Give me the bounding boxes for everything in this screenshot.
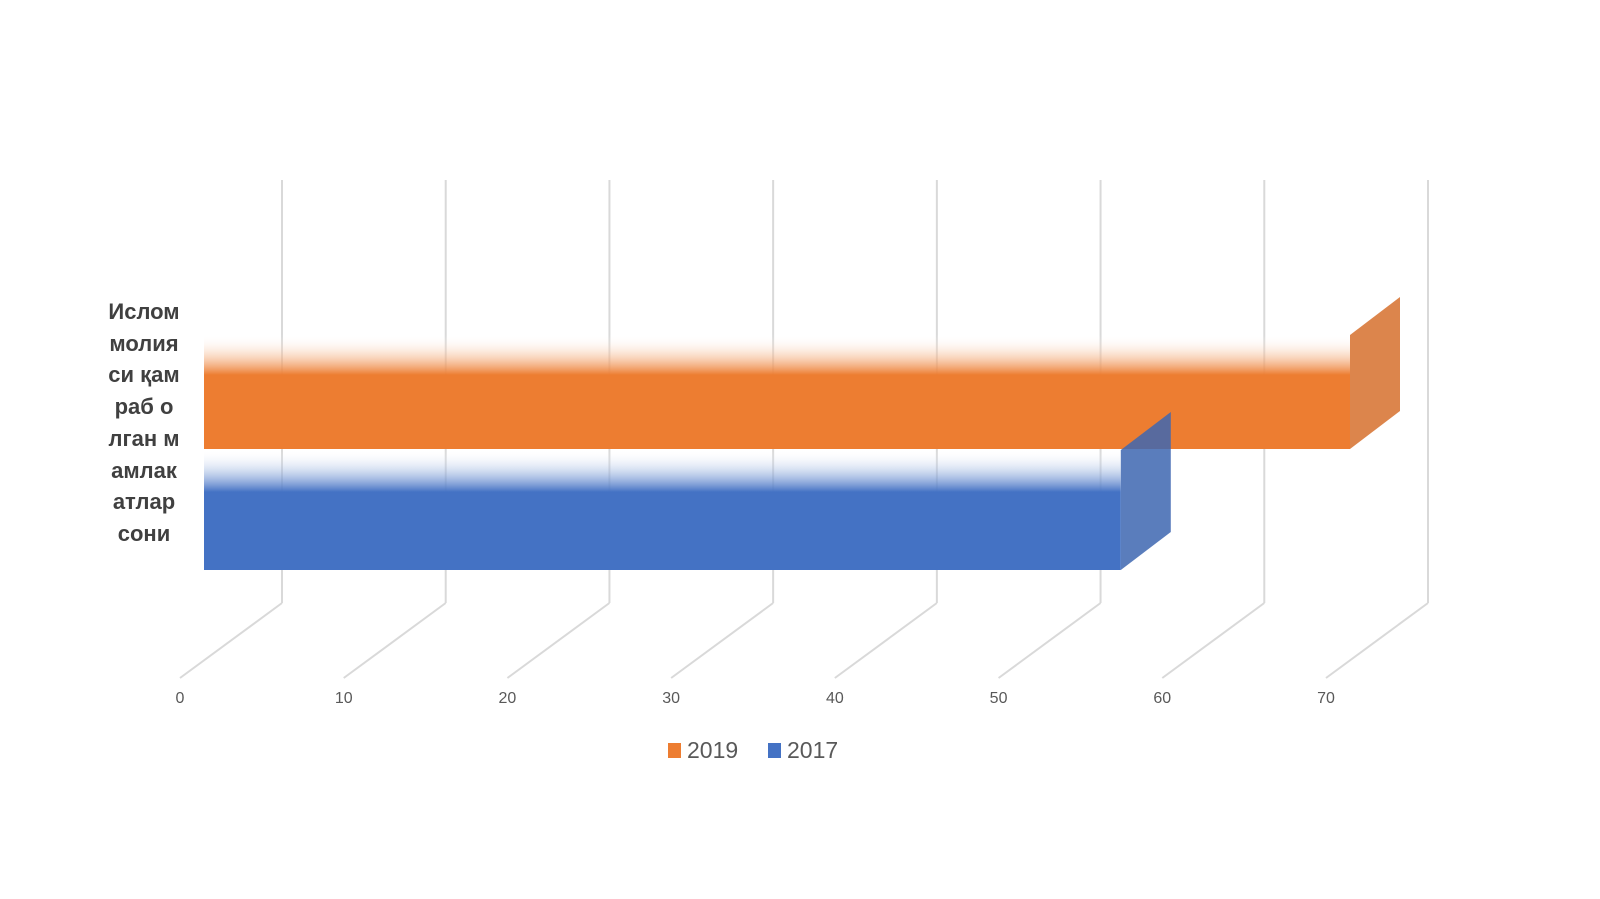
floor-line bbox=[670, 602, 774, 679]
floor-line bbox=[997, 602, 1102, 679]
floor-line bbox=[343, 602, 447, 679]
x-tick-label: 10 bbox=[335, 690, 353, 707]
bar-side bbox=[1120, 412, 1171, 570]
x-tick-label: 70 bbox=[1317, 690, 1335, 707]
legend-label: 2017 bbox=[787, 737, 838, 763]
legend-swatch bbox=[768, 743, 781, 758]
floor-line bbox=[1161, 602, 1265, 679]
x-tick-label: 30 bbox=[662, 690, 680, 707]
floor-line bbox=[1325, 602, 1429, 679]
floor-line bbox=[179, 602, 283, 679]
x-tick-label: 20 bbox=[499, 690, 517, 707]
bar bbox=[204, 335, 1350, 449]
x-tick-label: 40 bbox=[826, 690, 844, 707]
legend-label: 2019 bbox=[687, 737, 738, 763]
category-label: Ислом молияси қамраб олган мамлакатлар с… bbox=[108, 299, 180, 546]
x-tick-label: 60 bbox=[1153, 690, 1171, 707]
x-tick-label: 50 bbox=[990, 690, 1008, 707]
floor-line bbox=[506, 602, 611, 679]
legend-swatch bbox=[668, 743, 681, 758]
x-tick-label: 0 bbox=[176, 690, 185, 707]
bar bbox=[204, 450, 1121, 570]
floor-line bbox=[834, 602, 938, 679]
bar-side bbox=[1350, 297, 1400, 449]
